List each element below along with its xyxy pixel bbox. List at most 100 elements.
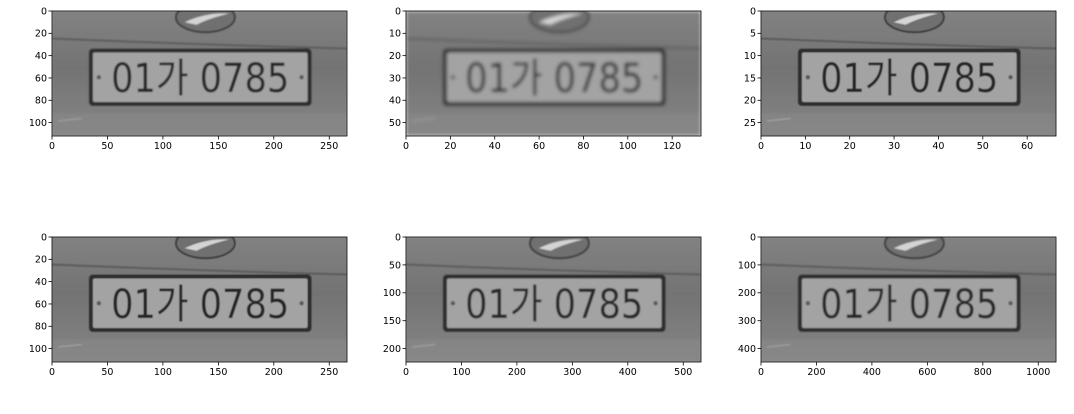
y-tick-label: 400	[738, 344, 756, 355]
x-tick-label: 40	[932, 141, 944, 152]
emblem-logo	[184, 239, 229, 251]
emblem-icon	[528, 11, 590, 34]
plate-face	[446, 52, 662, 102]
x-tick-label: 100	[154, 141, 172, 152]
x-tick-label: 0	[49, 141, 55, 152]
y-tick-label: 0	[750, 232, 756, 243]
reflection-mark	[766, 343, 791, 348]
x-tick-label: 50	[977, 141, 989, 152]
emblem-icon	[883, 11, 945, 34]
panel-2: 01가 0785 0 20 40 60 80 100 120 0 10 20 30 40 50	[389, 6, 702, 152]
axes-frame	[405, 236, 702, 363]
emblem-oval	[883, 11, 945, 34]
plate-bolt-right	[299, 75, 304, 80]
emblem-logo	[184, 13, 229, 25]
x-tick-label: 400	[863, 367, 881, 378]
x-tick-label: 200	[265, 367, 283, 378]
emblem-icon	[528, 237, 590, 260]
y-tick-label: 20	[35, 255, 47, 266]
plate-image: 01가 0785	[406, 237, 701, 362]
emblem-icon	[174, 11, 236, 34]
plate-text: 01가 0785	[111, 281, 289, 328]
y-tick-label: 5	[750, 29, 756, 40]
plate-bolt-left	[96, 301, 102, 306]
plate-bolt-right	[653, 301, 658, 306]
y-tick-label: 100	[383, 288, 401, 299]
emblem-icon	[883, 237, 945, 260]
x-tick-label: 100	[154, 367, 172, 378]
reflection-mark	[411, 117, 436, 122]
x-tick-label: 40	[489, 141, 501, 152]
axes-frame	[760, 236, 1057, 363]
emblem-oval	[174, 237, 236, 260]
plate-bolt-left	[805, 75, 811, 80]
plate-face	[92, 278, 308, 328]
axes-frame	[51, 236, 348, 363]
axes-frame	[760, 10, 1057, 137]
x-tick-label: 60	[1021, 141, 1033, 152]
plate-bolt-left	[450, 301, 456, 306]
y-tick-label: 0	[750, 6, 756, 17]
plate-text: 01가 0785	[465, 281, 643, 328]
x-tick-label: 150	[209, 367, 227, 378]
x-tick-label: 400	[619, 367, 637, 378]
emblem-oval	[528, 237, 590, 260]
lower-bumper	[406, 113, 701, 136]
plate-face	[446, 278, 662, 328]
reflection-mark	[766, 117, 791, 122]
y-tick-label: 200	[383, 344, 401, 355]
y-tick-label: 50	[389, 118, 401, 129]
y-tick-label: 10	[744, 51, 756, 62]
axes-frame	[51, 10, 348, 137]
x-tick-label: 20	[844, 141, 856, 152]
y-tick-label: 10	[389, 29, 401, 40]
x-tick-label: 200	[807, 367, 825, 378]
plate-text: 01가 0785	[820, 55, 998, 102]
plate-text: 01가 0785	[111, 55, 289, 102]
y-tick-label: 40	[389, 96, 401, 107]
x-tick-label: 50	[101, 141, 113, 152]
plate-bolt-left	[450, 75, 456, 80]
x-tick-label: 250	[320, 367, 338, 378]
x-tick-label: 120	[663, 141, 681, 152]
x-tick-label: 1000	[1026, 367, 1050, 378]
y-tick-label: 300	[738, 316, 756, 327]
x-tick-label: 500	[674, 367, 692, 378]
x-tick-label: 100	[619, 141, 637, 152]
y-tick-label: 25	[744, 118, 756, 129]
y-tick-label: 100	[738, 260, 756, 271]
lower-bumper	[52, 113, 347, 136]
x-tick-label: 100	[452, 367, 470, 378]
x-tick-label: 0	[758, 141, 764, 152]
y-tick-label: 80	[35, 96, 47, 107]
y-tick-label: 0	[41, 6, 47, 17]
y-tick-label: 40	[35, 51, 47, 62]
plate-bolt-left	[805, 301, 811, 306]
y-tick-label: 80	[35, 322, 47, 333]
panel-4: 01가 0785 0 50 100 150 200 250 0 20 40 60 80 100	[29, 232, 348, 378]
emblem-logo	[893, 13, 938, 25]
x-tick-label: 300	[563, 367, 581, 378]
plate-image: 01가 0785	[52, 11, 347, 136]
plate-bolt-right	[653, 75, 658, 80]
plate-bolt-right	[1008, 301, 1013, 306]
emblem-logo	[893, 239, 938, 251]
emblem-logo	[538, 13, 583, 25]
reflection-mark	[57, 343, 82, 348]
x-tick-label: 10	[799, 141, 811, 152]
bumper-line	[761, 37, 1056, 50]
y-tick-label: 0	[41, 232, 47, 243]
y-tick-label: 20	[35, 29, 47, 40]
x-tick-label: 60	[533, 141, 545, 152]
lower-bumper	[761, 339, 1056, 362]
plate-text: 01가 0785	[465, 55, 643, 102]
plate-image: 01가 0785	[52, 237, 347, 362]
x-tick-label: 150	[209, 141, 227, 152]
panel-1: 01가 0785 0 50 100 150 200 250 0 20 40 60 80 100	[29, 6, 348, 152]
lower-bumper	[761, 113, 1056, 136]
lower-bumper	[406, 339, 701, 362]
emblem-oval	[174, 11, 236, 34]
y-tick-label: 50	[389, 260, 401, 271]
plate-text: 01가 0785	[820, 281, 998, 328]
panel-5: 01가 0785 0 100 200 300 400 500 0 50 100 150 200	[383, 232, 702, 378]
